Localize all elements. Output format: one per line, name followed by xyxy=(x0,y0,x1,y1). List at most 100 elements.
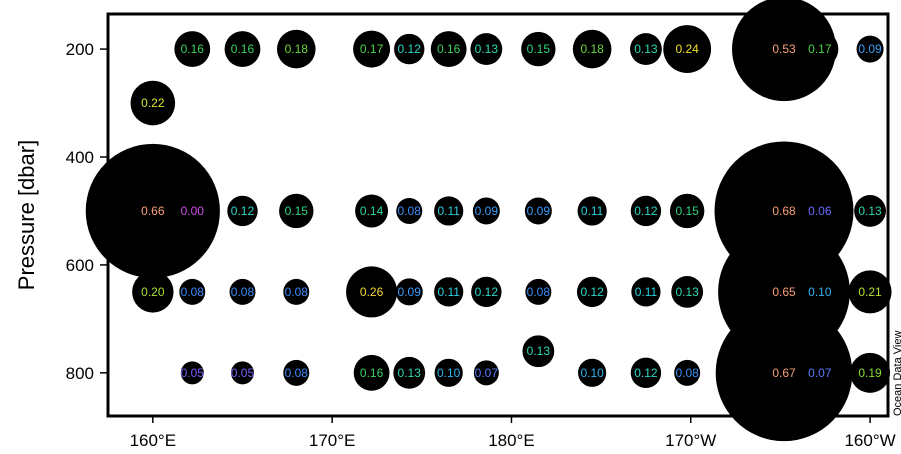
data-label: 0.26 xyxy=(360,285,384,299)
data-point xyxy=(674,359,701,386)
data-label: 0.24 xyxy=(675,42,699,56)
data-label: 0.09 xyxy=(858,42,882,56)
data-point xyxy=(578,358,607,387)
data-point xyxy=(179,278,206,305)
data-label: 0.65 xyxy=(772,285,796,299)
data-point xyxy=(283,359,310,386)
data-point xyxy=(276,29,316,69)
data-points: 0.68 0.67 0.66 0.65 0.53 0.26 0.24 0.22 0.21 0.20… xyxy=(85,0,892,442)
data-label: 0.08 xyxy=(231,285,255,299)
data-point xyxy=(522,335,555,368)
data-point xyxy=(856,35,884,63)
data-label: 0.07 xyxy=(475,366,499,380)
data-point xyxy=(393,356,426,389)
plot-frame xyxy=(106,12,890,418)
data-label: 0.11 xyxy=(437,204,460,218)
data-label: 0.09 xyxy=(527,204,551,218)
data-label: 0.11 xyxy=(437,285,460,299)
data-point xyxy=(471,276,502,308)
data-label: 0.67 xyxy=(772,366,796,380)
data-label: 0.09 xyxy=(398,285,422,299)
data-label: 0.16 xyxy=(181,42,205,56)
data-label: 0.12 xyxy=(580,285,604,299)
data-point xyxy=(227,195,258,227)
data-label: 0.08 xyxy=(181,285,205,299)
data-label: 0.11 xyxy=(581,204,604,218)
data-point xyxy=(85,143,220,279)
y-tick-label: 200 xyxy=(66,40,94,59)
data-label: 0.08 xyxy=(527,285,551,299)
data-point xyxy=(630,195,662,227)
data-point xyxy=(132,271,174,313)
data-label: 0.13 xyxy=(475,42,499,56)
data-point xyxy=(283,278,310,305)
data-label: 0.09 xyxy=(475,204,499,218)
data-label: 0.08 xyxy=(398,204,422,218)
data-label: 0.10 xyxy=(808,285,832,299)
data-label: 0.16 xyxy=(360,366,384,380)
data-label: 0.08 xyxy=(285,366,309,380)
data-label: 0.00 xyxy=(181,204,205,218)
x-tick-label: 170°W xyxy=(665,431,716,450)
watermark: Ocean Data View xyxy=(892,331,901,416)
data-label: 0.15 xyxy=(527,42,551,56)
data-label: 0.11 xyxy=(635,285,658,299)
data-point xyxy=(718,225,850,358)
data-point xyxy=(346,266,398,318)
data-point xyxy=(230,361,254,385)
data-label: 0.07 xyxy=(808,366,832,380)
data-point xyxy=(174,31,211,67)
data-point xyxy=(850,352,891,393)
data-point xyxy=(130,80,176,126)
data-label: 0.12 xyxy=(398,42,422,56)
data-label: 0.17 xyxy=(360,42,384,56)
data-point xyxy=(572,29,612,69)
data-label: 0.16 xyxy=(437,42,461,56)
data-point xyxy=(473,360,499,386)
data-point xyxy=(430,31,467,67)
data-point xyxy=(229,278,256,305)
data-label: 0.10 xyxy=(580,366,604,380)
data-point xyxy=(279,193,314,229)
data-point xyxy=(854,195,886,227)
data-label: 0.12 xyxy=(231,204,255,218)
data-point xyxy=(353,30,391,68)
y-axis-title: Pressure [dbar] xyxy=(14,140,39,290)
data-label: 0.15 xyxy=(675,204,699,218)
y-tick-label: 400 xyxy=(66,148,94,167)
data-point xyxy=(470,33,503,65)
data-point xyxy=(807,360,833,386)
data-label: 0.05 xyxy=(181,366,205,380)
data-point xyxy=(671,275,704,308)
data-point xyxy=(434,358,463,387)
data-label: 0.16 xyxy=(231,42,255,56)
data-point xyxy=(521,31,556,67)
data-label: 0.19 xyxy=(858,366,882,380)
data-label: 0.12 xyxy=(475,285,499,299)
data-point xyxy=(669,193,705,229)
data-point xyxy=(353,354,390,391)
x-tick-label: 170°E xyxy=(309,431,356,450)
data-label: 0.06 xyxy=(808,204,832,218)
data-point xyxy=(434,277,464,307)
data-point xyxy=(472,197,500,225)
data-label: 0.20 xyxy=(141,285,165,299)
data-point xyxy=(807,198,832,223)
data-point xyxy=(355,194,389,228)
data-point xyxy=(848,270,892,314)
data-label: 0.12 xyxy=(634,204,658,218)
data-label: 0.13 xyxy=(398,366,422,380)
axis-ticks: 160°E 170°E 180°E 170°W 160°W 200 400 600 800 xyxy=(66,40,896,450)
data-point xyxy=(577,196,607,226)
y-tick-label: 600 xyxy=(66,256,94,275)
data-label: 0.13 xyxy=(527,344,551,358)
data-label: 0.14 xyxy=(360,204,384,218)
data-point xyxy=(805,277,834,306)
data-label: 0.08 xyxy=(675,366,699,380)
data-point xyxy=(395,278,423,306)
data-label: 0.12 xyxy=(634,366,658,380)
data-point xyxy=(801,30,839,68)
data-point xyxy=(631,277,661,307)
y-tick-label: 800 xyxy=(66,364,94,383)
